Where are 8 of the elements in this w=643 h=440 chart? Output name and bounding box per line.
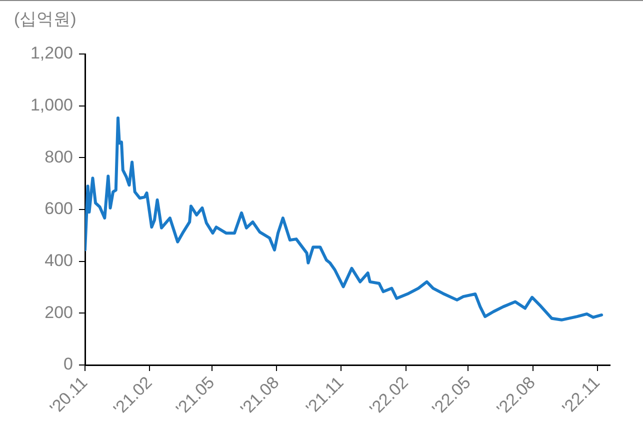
y-tick-label: 1,000 (30, 96, 73, 115)
y-tick-label: 400 (44, 251, 73, 270)
y-tick-label: 600 (44, 199, 73, 218)
y-tick-label: 200 (44, 302, 73, 322)
y-tick-label: 0 (64, 354, 73, 374)
y-tick-label: 1,200 (30, 44, 73, 63)
y-axis-title: (십억원) (14, 10, 76, 29)
y-tick-label: 800 (44, 147, 73, 166)
